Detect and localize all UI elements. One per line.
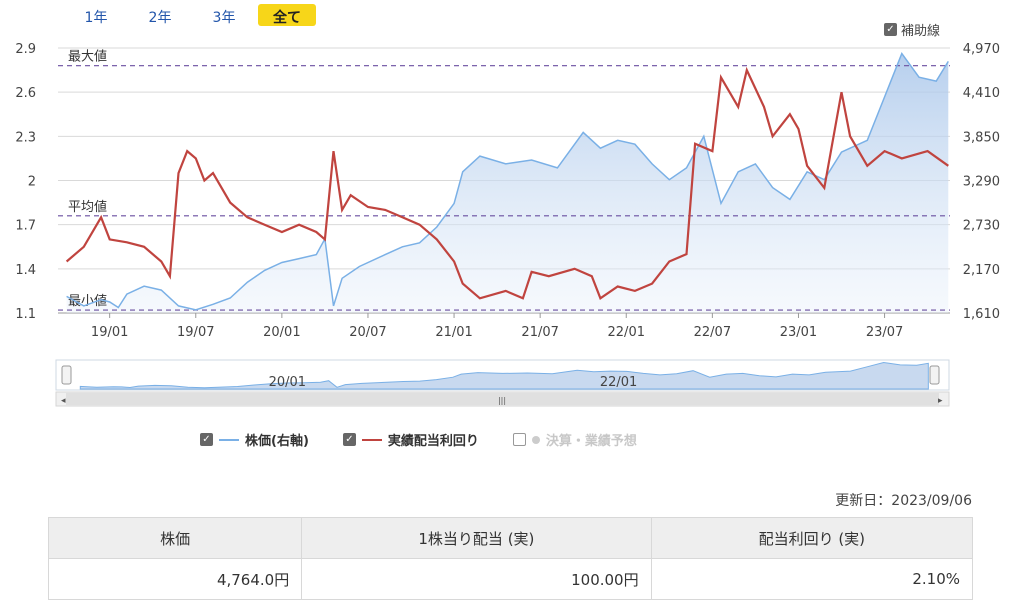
x-axis: 19/01 19/07 20/01 20/07 21/01 21/07 22/01 22/07… [91,325,903,340]
reference-line-label: 最小値 [68,293,107,309]
scrollbar-thumb[interactable] [66,393,939,405]
checkbox-icon[interactable]: ✓ [884,23,897,36]
aux-lines-label: 補助線 [901,24,941,39]
aux-lines-toggle[interactable]: ✓ 補助線 [884,20,940,39]
navigator-label: 20/01 [269,375,306,390]
legend: ✓ 株価(右軸) ✓ 実績配当利回り 決算・業績予想 [200,430,671,449]
x-tick-label: 21/01 [435,325,472,340]
tab-3y[interactable]: 3年 [212,10,236,26]
x-tick-label: 20/07 [349,325,386,340]
value-yield: 2.10% [650,558,974,600]
x-tick-label: 20/01 [263,325,300,340]
range-navigator[interactable]: 20/01 22/01 ◂ ▸ ||| [55,359,950,407]
scroll-left-arrow-icon[interactable]: ◂ [61,396,66,406]
reference-line-label: 平均値 [68,199,107,215]
navigator-labels: 20/01 22/01 [269,375,638,390]
price-area-fill [66,53,949,313]
navigator-price-area [79,361,929,390]
right-tick-label: 2,730 [963,219,1000,234]
price-series-line [66,51,949,311]
right-tick-label: 1,610 [963,307,1000,322]
left-tick-label: 2.9 [15,42,36,57]
legend-item-yield[interactable]: ✓ 実績配当利回り [342,430,479,449]
x-tick-label: 23/01 [780,325,817,340]
checkbox-icon[interactable] [512,433,526,446]
scroll-grip-icon[interactable]: ||| [498,396,506,405]
right-tick-label: 3,850 [963,130,1000,145]
header-price: 株価 [47,517,303,559]
left-tick-label: 2.6 [15,86,36,101]
legend-label-price: 株価(右軸) [245,434,309,449]
legend-item-price[interactable]: ✓ 株価(右軸) [200,430,309,449]
header-dividend: 1株当り配当 (実) [301,517,652,559]
value-dividend: 100.00円 [301,558,652,600]
x-tick-label: 19/07 [177,325,214,340]
navigator-area [79,361,929,390]
series-lines [65,51,949,311]
price-line-swatch [219,438,239,441]
right-tick-label: 4,970 [963,42,1000,57]
right-tick-label: 3,290 [963,175,1000,190]
x-tick-label: 22/07 [694,325,731,340]
right-tick-label: 2,170 [963,263,1000,278]
legend-item-earnings[interactable]: 決算・業績予想 [512,430,637,449]
navigator-label: 22/01 [600,375,637,390]
table-header-row: 株価 1株当り配当 (実) 配当利回り (実) [47,517,974,559]
left-tick-label: 2 [28,175,36,190]
tab-1y[interactable]: 1年 [84,10,108,26]
x-tick-label: 19/01 [91,325,128,340]
earnings-dot-icon [531,435,540,444]
tab-all[interactable]: 全て [258,4,316,26]
checkbox-icon[interactable]: ✓ [342,433,356,446]
x-tick-label: 21/07 [521,325,558,340]
price-area [66,53,949,313]
scroll-right-arrow-icon[interactable]: ▸ [938,396,943,406]
yield-series-line [65,66,949,300]
period-tabs: 1年 2年 3年 全て [64,4,316,26]
table-row: 4,764.0円 100.00円 2.10% [47,558,974,600]
updated-date: 更新日：2023/09/06 [835,493,972,509]
left-tick-label: 1.4 [15,263,36,278]
header-yield: 配当利回り (実) [650,517,974,559]
checkbox-icon[interactable]: ✓ [200,433,213,446]
summary-table: 株価 1株当り配当 (実) 配当利回り (実) 4,764.0円 100.00円… [47,517,974,600]
legend-label-yield: 実績配当利回り [387,434,479,449]
left-tick-label: 1.1 [15,307,36,322]
navigator-left-handle[interactable] [61,365,72,385]
right-axis: 4,970 4,410 3,850 3,290 2,730 2,170 1,610 [963,42,1000,322]
legend-label-earnings: 決算・業績予想 [545,434,637,449]
x-tick-label: 22/01 [608,325,645,340]
reference-line-label: 最大値 [68,49,107,65]
navigator-right-handle[interactable] [929,365,940,385]
left-tick-label: 1.7 [15,219,36,234]
x-tick-label: 23/07 [866,325,903,340]
right-tick-label: 4,410 [963,86,1000,101]
left-axis: 2.9 2.6 2.3 2 1.7 1.4 1.1 [15,42,36,322]
yield-line-swatch [361,438,382,441]
left-tick-label: 2.3 [15,130,36,145]
value-price: 4,764.0円 [47,558,303,600]
tab-2y[interactable]: 2年 [148,10,172,26]
